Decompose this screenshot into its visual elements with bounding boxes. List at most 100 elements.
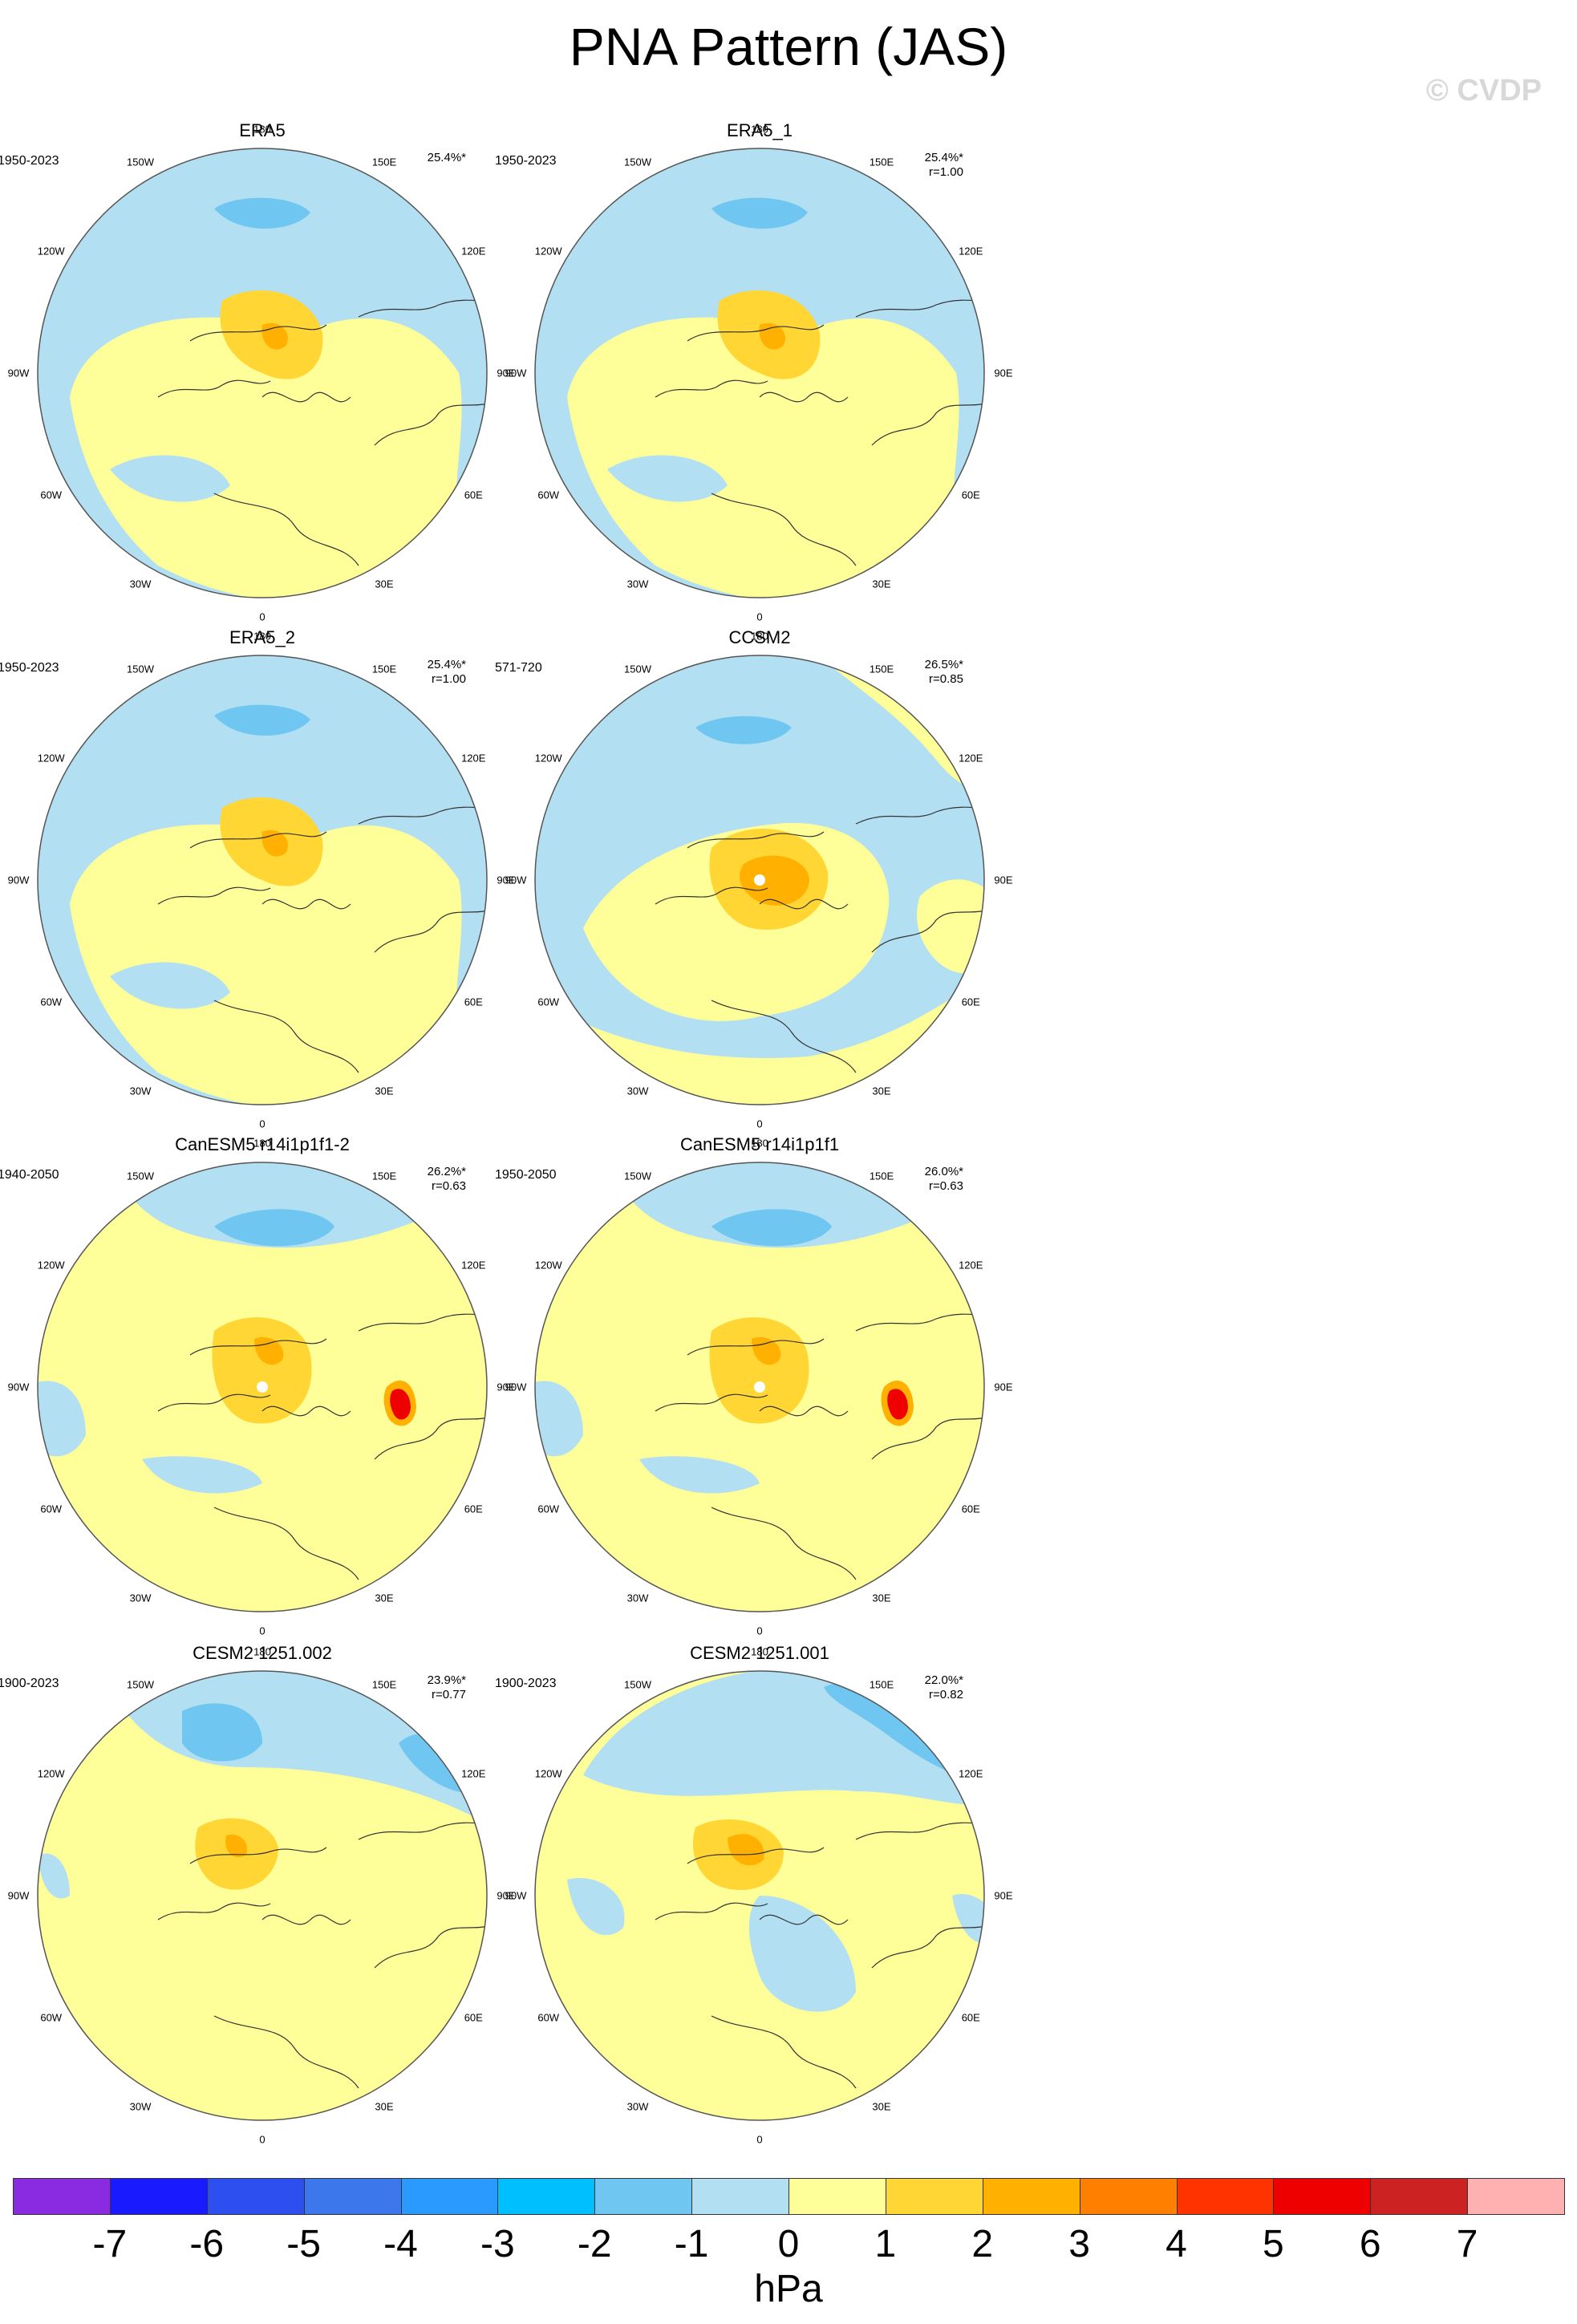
colorbar-tick-label: -3: [480, 2223, 515, 2265]
contour-region: [567, 317, 968, 598]
panel-years: 1900-2023: [495, 1677, 557, 1690]
coastline: [261, 898, 351, 910]
lon-label: 150E: [371, 663, 397, 675]
polar-map: [37, 655, 488, 1105]
coastline: [358, 1313, 487, 1332]
lon-label: 150W: [624, 663, 651, 675]
panel-pct: 22.0%*: [924, 1673, 963, 1687]
lon-label: 30W: [129, 578, 152, 590]
lon-label: 0: [756, 2133, 763, 2146]
map-panel: CanESM5 r14i1p1f1 1950-2050 26.0%* r=0.63 18…: [479, 1134, 1040, 1640]
watermark: © CVDP: [1425, 74, 1542, 107]
lon-label: 150E: [869, 663, 894, 675]
coastline: [711, 1000, 857, 1073]
lon-label: 90W: [7, 1889, 30, 1902]
pole-marker: [754, 1381, 765, 1393]
lon-label: 120E: [959, 245, 983, 258]
polar-map: [534, 655, 985, 1105]
lon-label: 90W: [7, 367, 30, 379]
lon-label: 30E: [872, 1592, 891, 1604]
lon-label: 150E: [869, 156, 894, 168]
coastline: [855, 806, 984, 825]
lon-label: 90E: [994, 367, 1013, 379]
coastline: [157, 379, 271, 398]
lon-label: 90W: [7, 1381, 30, 1393]
colorbar-tick-label: -7: [92, 2223, 128, 2265]
lon-label: 60W: [40, 2011, 63, 2024]
contour-region: [639, 1456, 760, 1494]
coastline: [213, 493, 359, 566]
lon-label: 150W: [624, 156, 651, 168]
lon-label: 90W: [505, 874, 527, 886]
lon-label: 60W: [40, 1503, 63, 1515]
lon-label: 30W: [626, 1085, 649, 1097]
coastline: [871, 903, 984, 953]
coastline: [374, 1410, 487, 1460]
contour-region: [567, 1878, 625, 1936]
lon-label: 150E: [869, 1678, 894, 1691]
colorbar-tick-label: 1: [874, 2223, 897, 2265]
lon-label: 180: [751, 1137, 768, 1150]
coastline: [655, 1902, 768, 1920]
map-panel: ERA5_1 1950-2023 25.4%* r=1.00 180 150E 120E 90…: [479, 120, 1040, 626]
lon-label: 60E: [464, 1503, 483, 1515]
contour-region: [390, 1389, 411, 1420]
colorbar-swatch: [109, 2178, 208, 2215]
map-rim: [37, 1162, 488, 1612]
coastline: [687, 1847, 825, 1864]
coastline: [157, 1902, 271, 1920]
lon-label: 120E: [461, 752, 486, 765]
lon-label: 150W: [127, 663, 154, 675]
lon-label: 120E: [959, 1259, 983, 1272]
panel-pct: 26.0%*: [924, 1165, 963, 1178]
lon-label: 120E: [959, 752, 983, 765]
lon-label: 120W: [534, 752, 562, 765]
lon-label: 30W: [626, 1592, 649, 1604]
contour-region: [887, 1389, 908, 1420]
coastline: [374, 903, 487, 953]
map-panel: CESM2 1251.001 1900-2023 22.0%* r=0.82 180 15…: [479, 1643, 1040, 2148]
colorbar-swatch: [400, 2178, 499, 2215]
lon-label: 0: [756, 1117, 763, 1130]
colorbar-tick-label: 4: [1166, 2223, 1187, 2265]
lon-label: 120E: [461, 1259, 486, 1272]
colorbar-swatch: [1467, 2178, 1565, 2215]
lon-label: 60E: [961, 489, 980, 501]
panel-stats: 26.2%* r=0.63: [428, 1165, 466, 1194]
contour-region: [214, 704, 310, 736]
panel-title: ERA5: [239, 120, 286, 140]
lon-label: 120W: [37, 1767, 65, 1780]
lon-label: 150E: [371, 1678, 397, 1691]
polar-map: [534, 1162, 985, 1612]
coastline: [374, 396, 487, 446]
lon-label: 180: [253, 1137, 271, 1150]
lon-label: 60E: [961, 1503, 980, 1515]
contour-region: [917, 879, 984, 974]
polar-map: [37, 1670, 488, 2121]
panel-pct: 25.4%*: [924, 151, 963, 164]
lon-label: 150E: [869, 1170, 894, 1182]
lon-label: 90W: [505, 1381, 527, 1393]
lon-label: 150E: [371, 156, 397, 168]
polar-map: [534, 148, 985, 598]
map-rim: [534, 1162, 985, 1612]
lon-label: 90W: [7, 874, 30, 886]
coastline: [687, 831, 825, 849]
panel-stats: 26.0%* r=0.63: [925, 1165, 963, 1194]
map-rim: [37, 148, 488, 598]
lon-label: 120W: [37, 1259, 65, 1272]
lon-label: 180: [253, 1645, 271, 1658]
map-rim: [37, 655, 488, 1105]
coastline: [213, 1507, 359, 1580]
colorbar-swatch: [1176, 2178, 1275, 2215]
contour-region: [38, 1853, 70, 1899]
lon-label: 150E: [371, 1170, 397, 1182]
panel-title: CanESM5 r14i1p1f1: [679, 1134, 840, 1154]
panel-r: r=0.63: [929, 1179, 963, 1193]
coastline: [261, 391, 351, 403]
map-rim: [534, 655, 985, 1105]
lon-label: 150W: [624, 1170, 651, 1182]
lon-label: 30E: [872, 2100, 891, 2113]
colorbar-swatch: [1370, 2178, 1469, 2215]
contour-region: [225, 1834, 247, 1858]
